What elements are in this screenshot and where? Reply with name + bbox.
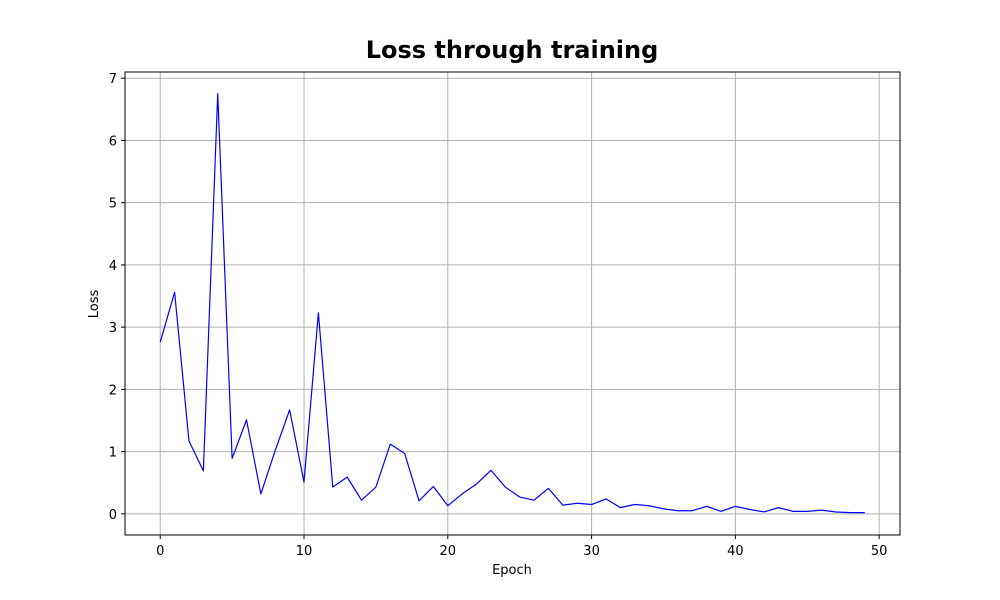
plot-frame [124,71,901,536]
y-axis-label: Loss [87,290,102,319]
y-tick-label: 1 [109,446,117,461]
y-tick-label: 5 [109,197,117,212]
grid-lines [125,72,900,535]
y-tick-label: 7 [109,72,117,87]
y-tick-label: 6 [109,134,117,149]
chart-title: Loss through training [366,36,659,64]
x-axis-label: Epoch [492,563,532,578]
x-tick-label: 50 [871,544,888,559]
series-line-0 [159,93,865,514]
x-tick-label: 40 [727,544,744,559]
x-tick-label: 30 [583,544,600,559]
y-tick-label: 0 [109,508,117,523]
y-tick-label: 2 [109,383,117,398]
x-tick-label: 20 [440,544,457,559]
plot-area [159,93,865,514]
axes: 0 10 20 30 40 50 0 1 2 3 4 5 6 7 [109,71,901,559]
x-tick-label: 10 [296,544,313,559]
y-tick-label: 3 [109,321,117,336]
y-tick-label: 4 [109,259,117,274]
x-tick-label: 0 [156,544,164,559]
